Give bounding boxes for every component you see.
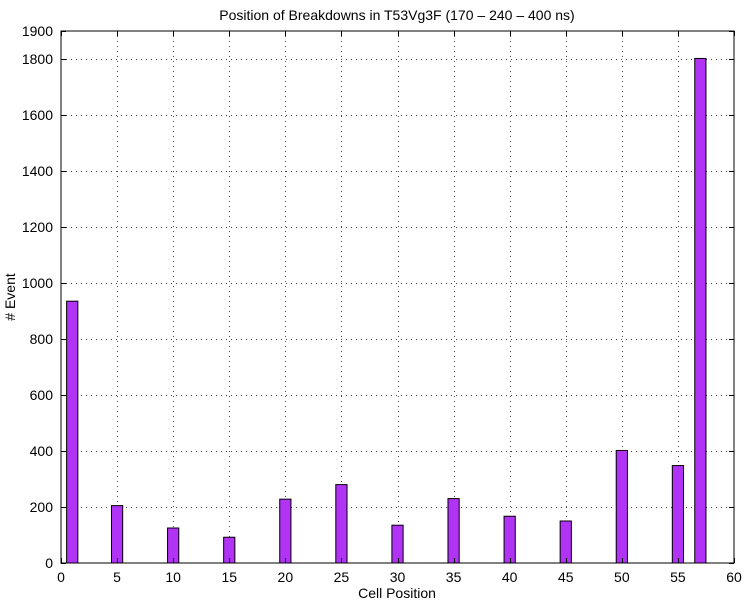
bar bbox=[66, 300, 79, 564]
x-axis-title: Cell Position bbox=[358, 585, 436, 601]
y-tick-label: 400 bbox=[30, 443, 54, 459]
y-tick-label: 200 bbox=[30, 499, 54, 515]
grid-lines bbox=[61, 31, 734, 563]
bar bbox=[167, 527, 180, 564]
bar bbox=[110, 505, 124, 564]
bars bbox=[66, 57, 707, 564]
y-tick-label: 1000 bbox=[22, 275, 53, 291]
bar bbox=[279, 498, 292, 564]
y-tick-label: 800 bbox=[30, 331, 54, 347]
chart-title: Position of Breakdowns in T53Vg3F (170 –… bbox=[219, 7, 574, 23]
x-tick-label: 30 bbox=[390, 569, 406, 585]
y-tick-label: 1200 bbox=[22, 219, 53, 235]
x-tick-label: 0 bbox=[57, 569, 65, 585]
x-axis-tick-labels: 0 5 10 15 20 25 30 35 40 45 50 55 60 bbox=[57, 569, 742, 585]
axis-ticks bbox=[61, 31, 735, 564]
x-tick-label: 10 bbox=[165, 569, 181, 585]
y-tick-label: 1600 bbox=[22, 107, 53, 123]
y-tick-label: 1800 bbox=[22, 51, 53, 67]
bar bbox=[335, 484, 348, 564]
x-tick-label: 25 bbox=[334, 569, 350, 585]
bar bbox=[694, 57, 707, 564]
x-tick-label: 20 bbox=[278, 569, 294, 585]
x-tick-label: 55 bbox=[670, 569, 686, 585]
x-tick-label: 5 bbox=[113, 569, 121, 585]
x-tick-label: 45 bbox=[558, 569, 574, 585]
y-tick-label: 1900 bbox=[22, 23, 53, 39]
y-tick-label: 600 bbox=[30, 387, 54, 403]
bar bbox=[559, 520, 572, 564]
x-tick-label: 15 bbox=[221, 569, 237, 585]
x-tick-label: 50 bbox=[614, 569, 630, 585]
bar bbox=[615, 449, 628, 564]
y-axis-title: # Event bbox=[2, 273, 18, 321]
x-tick-label: 35 bbox=[446, 569, 462, 585]
bar bbox=[503, 515, 516, 564]
y-axis-tick-labels: 0 200 400 600 800 1000 1200 1400 1600 1800 1900 bbox=[22, 23, 53, 571]
bar bbox=[671, 465, 685, 564]
plot-frame bbox=[60, 30, 735, 564]
bar bbox=[391, 524, 404, 564]
bar bbox=[447, 498, 460, 564]
x-tick-label: 60 bbox=[726, 569, 742, 585]
y-tick-label: 0 bbox=[45, 555, 53, 571]
y-tick-label: 1400 bbox=[22, 163, 53, 179]
x-tick-label: 40 bbox=[502, 569, 518, 585]
